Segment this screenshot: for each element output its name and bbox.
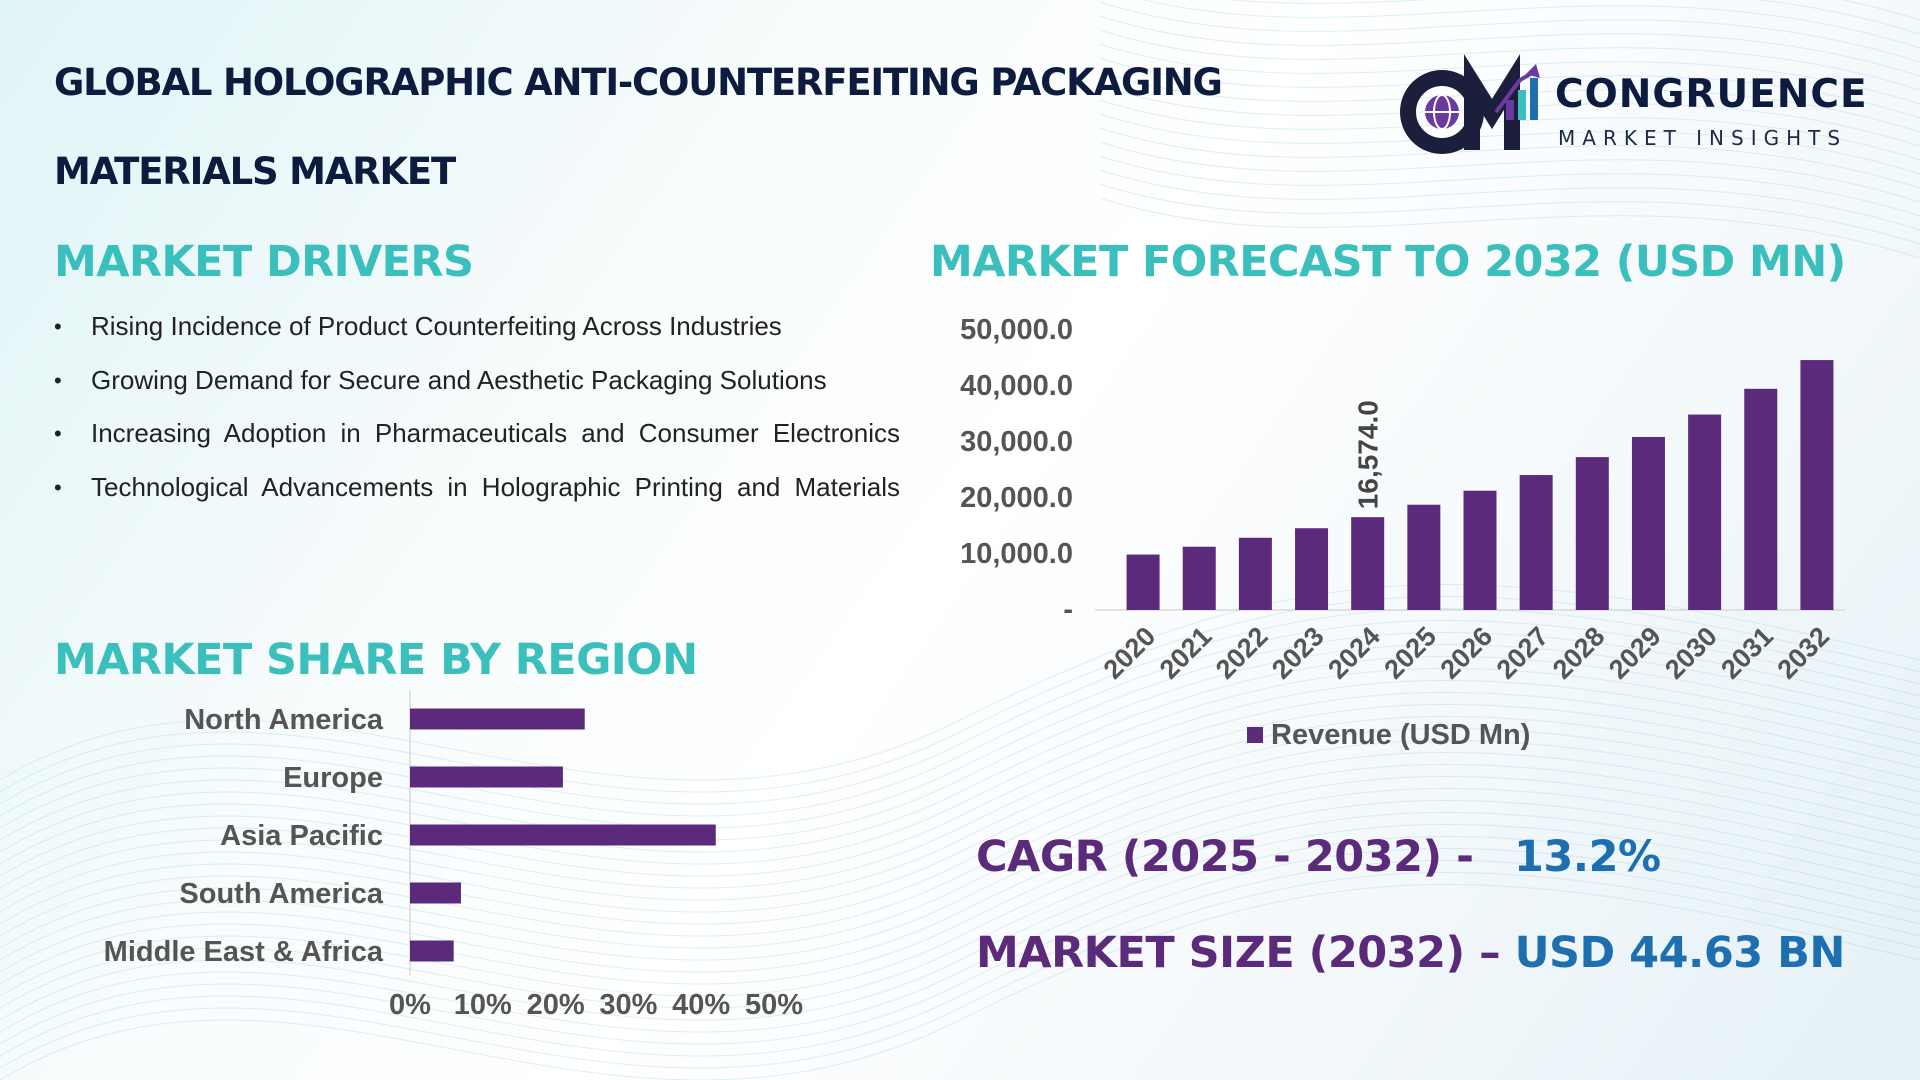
driver-item: Rising Incidence of Product Counterfeiti…: [54, 300, 900, 354]
forecast-bar-chart: - 10,000.0 20,000.0 30,000.0 40,000.0 50,000.…: [960, 314, 1845, 751]
region-heading: MARKET SHARE BY REGION: [54, 635, 698, 685]
legend-swatch: [1247, 727, 1263, 743]
page-title-line2: MATERIALS MARKET: [54, 150, 456, 193]
y-tick-label: 30,000.0: [960, 426, 1073, 458]
x-tick-label: 2020: [1098, 621, 1162, 685]
x-tick-label: 2021: [1154, 621, 1218, 685]
cagr-stat: CAGR (2025 - 2032) - 13.2%: [976, 832, 1661, 882]
x-tick-label: 2032: [1771, 621, 1835, 685]
x-tick-label: 2028: [1547, 621, 1611, 685]
logo-subtitle: MARKET INSIGHTS: [1558, 126, 1848, 150]
drivers-list: Rising Incidence of Product Counterfeiti…: [54, 300, 900, 514]
x-tick-label: 2030: [1659, 621, 1723, 685]
forecast-bar: [1519, 475, 1553, 610]
cagr-label: CAGR (2025 - 2032) -: [976, 832, 1474, 882]
region-bar: [410, 708, 585, 730]
region-label: South America: [179, 878, 383, 910]
forecast-bar: [1575, 457, 1609, 610]
chart-legend: Revenue (USD Mn): [1247, 719, 1530, 751]
x-tick-label: 40%: [672, 989, 730, 1021]
x-tick-label: 2029: [1603, 621, 1667, 685]
x-tick-label: 0%: [389, 989, 431, 1021]
x-tick-label: 30%: [599, 989, 657, 1021]
y-tick-label: 40,000.0: [960, 370, 1073, 402]
forecast-bar: [1407, 504, 1441, 610]
market-size-stat: MARKET SIZE (2032) – USD 44.63 BN: [976, 928, 1845, 978]
driver-item: Growing Demand for Secure and Aesthetic …: [54, 354, 900, 408]
x-tick-label: 2024: [1322, 621, 1386, 685]
region-bar-chart: North America Europe Asia Pacific South Ame…: [104, 690, 803, 1021]
market-size-value: USD 44.63 BN: [1514, 928, 1846, 978]
region-bar: [410, 882, 461, 904]
driver-item: Increasing Adoption in Pharmaceuticals a…: [54, 407, 900, 461]
company-logo: CONGRUENCE MARKET INSIGHTS: [1400, 52, 1880, 162]
x-tick-label: 50%: [745, 989, 803, 1021]
region-label: Middle East & Africa: [104, 936, 384, 968]
x-tick-label: 2023: [1266, 621, 1330, 685]
region-bar: [410, 940, 454, 962]
x-tick-label: 2026: [1435, 621, 1499, 685]
forecast-bar: [1182, 546, 1216, 610]
drivers-heading: MARKET DRIVERS: [54, 237, 474, 287]
x-tick-label: 20%: [527, 989, 585, 1021]
x-tick-label: 2025: [1378, 621, 1442, 685]
logo-name: CONGRUENCE: [1555, 72, 1868, 117]
cagr-value: 13.2%: [1513, 832, 1661, 882]
forecast-bar: [1351, 517, 1385, 610]
y-tick-label: 10,000.0: [960, 538, 1073, 570]
region-bar: [410, 766, 563, 788]
page-title-line1: GLOBAL HOLOGRAPHIC ANTI-COUNTERFEITING P…: [54, 61, 1223, 104]
y-tick-label: -: [1063, 594, 1073, 626]
forecast-bar: [1631, 436, 1665, 610]
forecast-bar: [1295, 528, 1329, 610]
y-tick-label: 20,000.0: [960, 482, 1073, 514]
forecast-bar: [1688, 414, 1722, 610]
x-tick-label: 2027: [1491, 621, 1555, 685]
forecast-bar: [1800, 360, 1834, 610]
y-tick-label: 50,000.0: [960, 314, 1073, 346]
legend-label: Revenue (USD Mn): [1271, 719, 1530, 751]
market-size-label: MARKET SIZE (2032) –: [976, 928, 1501, 978]
x-tick-label: 10%: [454, 989, 512, 1021]
region-label: Asia Pacific: [220, 820, 383, 852]
forecast-heading: MARKET FORECAST TO 2032 (USD MN): [930, 237, 1846, 287]
region-label: Europe: [283, 762, 383, 794]
data-label: 16,574.0: [1353, 400, 1384, 509]
cm-globe-chart-logo-icon: [1400, 54, 1540, 154]
x-tick-label: 2022: [1210, 621, 1274, 685]
region-label: North America: [184, 704, 384, 736]
region-bar: [410, 824, 716, 846]
driver-item: Technological Advancements in Holographi…: [54, 461, 900, 515]
x-tick-label: 2031: [1715, 621, 1779, 685]
forecast-bar: [1463, 490, 1497, 610]
forecast-bar: [1744, 388, 1778, 610]
forecast-bar: [1126, 554, 1160, 610]
forecast-bar: [1238, 537, 1272, 610]
